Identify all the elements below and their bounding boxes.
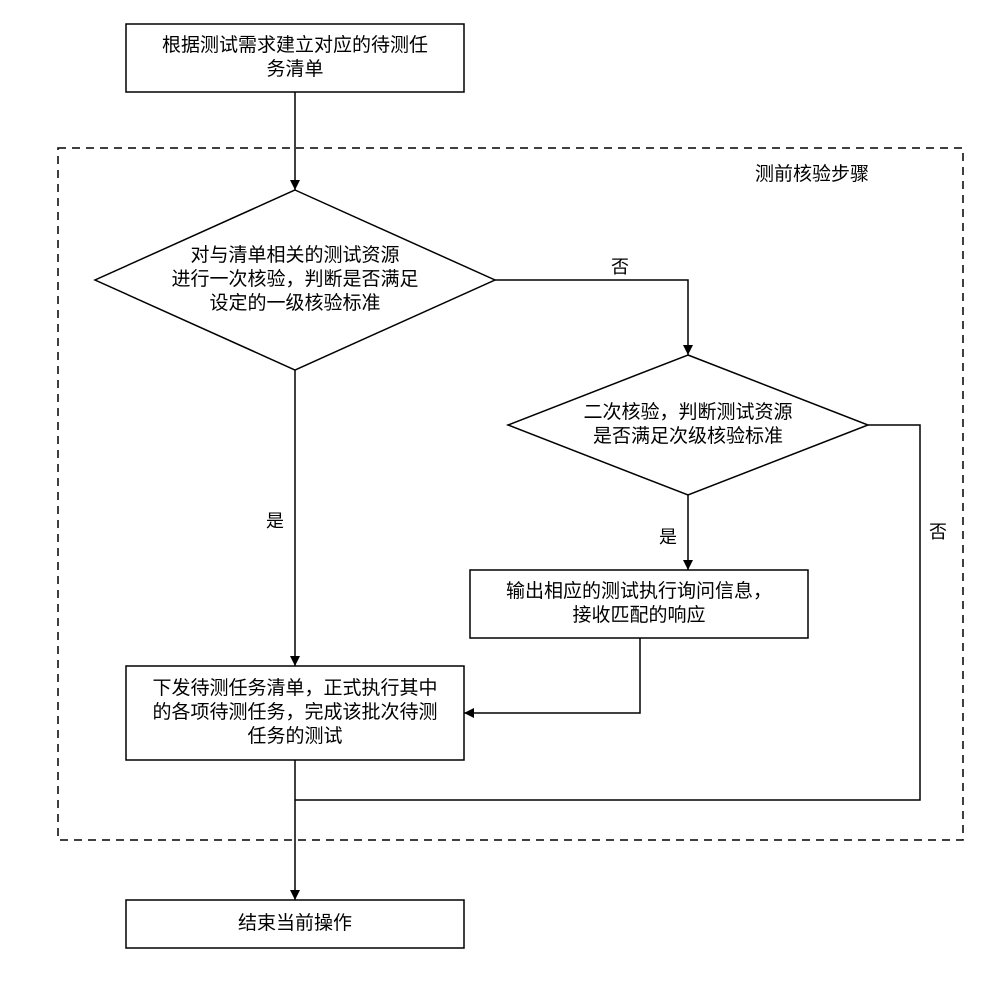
node-text-line: 是否满足次级核验标准: [593, 425, 783, 447]
node-text-line: 进行一次核验，判断是否满足: [171, 268, 418, 290]
node-text-line: 根据测试需求建立对应的待测任: [162, 34, 428, 56]
node-text-line: 二次核验，判断测试资源: [583, 401, 792, 423]
node-text-line: 的各项待测任务，完成该批次待测: [152, 701, 437, 723]
node-text-line: 输出相应的测试执行询问信息，: [506, 580, 772, 602]
edge-e3: [495, 280, 688, 355]
edge-label-e4: 是: [659, 527, 677, 547]
node-text-line: 务清单: [266, 58, 323, 80]
node-text-line: 结束当前操作: [238, 912, 352, 934]
node-text-line: 下发待测任务清单，正式执行其中: [152, 677, 437, 699]
edge-e6: [464, 638, 640, 713]
edge-label-e3: 否: [611, 257, 629, 277]
node-text-line: 接收匹配的响应: [572, 604, 705, 626]
node-text-line: 对与清单相关的测试资源: [190, 244, 399, 266]
edge-label-e2: 是: [266, 511, 284, 531]
flow-diamond-d2: [508, 355, 868, 495]
edge-label-e5: 否: [929, 522, 947, 542]
region-label: 测前核验步骤: [755, 163, 869, 185]
node-text-line: 任务的测试: [247, 725, 342, 747]
node-text-line: 设定的一级核验标准: [209, 292, 380, 314]
